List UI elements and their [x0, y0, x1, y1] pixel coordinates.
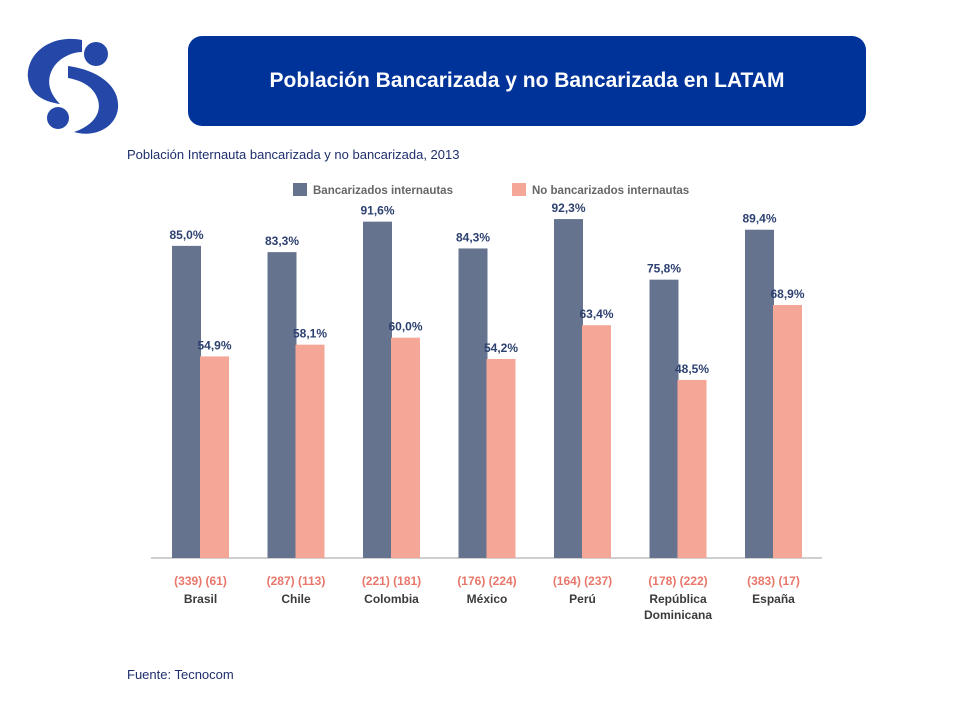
- category-label: Chile: [281, 592, 311, 606]
- bar: [458, 248, 488, 559]
- bar: [582, 325, 611, 558]
- legend-label: Bancarizados internautas: [313, 185, 453, 197]
- bar: [267, 252, 297, 558]
- data-label: 75,8%: [647, 262, 681, 276]
- bar: [172, 245, 201, 558]
- category-label: Brasil: [184, 592, 217, 606]
- stylized-s-logo-icon: [27, 38, 119, 134]
- sample-size-label: (339) (61): [174, 574, 227, 588]
- sample-size-label: (287) (113): [267, 574, 326, 588]
- data-label: 60,0%: [388, 320, 422, 334]
- title-banner: Población Bancarizada y no Bancarizada e…: [188, 36, 866, 126]
- category-label: Perú: [569, 592, 596, 606]
- bar: [200, 356, 229, 558]
- category-label: Colombia: [364, 592, 419, 606]
- legend-label: No bancarizados internautas: [532, 185, 689, 197]
- legend-swatch: [512, 183, 526, 196]
- category-label: República: [649, 592, 707, 606]
- data-label: 68,9%: [770, 287, 804, 301]
- bar: [773, 304, 802, 558]
- bar: [554, 219, 583, 558]
- data-label: 91,6%: [360, 204, 394, 218]
- data-label: 89,4%: [742, 212, 776, 226]
- data-label: 63,4%: [579, 307, 613, 321]
- sample-size-label: (383) (17): [747, 574, 800, 588]
- category-label: México: [467, 592, 508, 606]
- data-label: 54,9%: [197, 338, 231, 352]
- data-label: 92,3%: [551, 201, 585, 215]
- source-note: Fuente: Tecnocom: [127, 667, 234, 682]
- bar: [677, 379, 707, 558]
- bar: [363, 221, 392, 558]
- category-label: Dominicana: [644, 608, 712, 622]
- bar: [486, 358, 516, 558]
- data-label: 54,2%: [484, 341, 518, 355]
- data-label: 85,0%: [169, 228, 203, 242]
- data-label: 84,3%: [456, 230, 490, 244]
- legend-swatch: [293, 183, 307, 196]
- bar: [745, 229, 774, 558]
- sample-size-label: (176) (224): [457, 574, 516, 588]
- page-title: Población Bancarizada y no Bancarizada e…: [269, 69, 785, 92]
- sample-size-label: (221) (181): [362, 574, 421, 588]
- bar: [649, 279, 679, 558]
- bar: [391, 337, 420, 558]
- category-label: España: [752, 592, 795, 606]
- data-label: 83,3%: [265, 234, 299, 248]
- data-label: 48,5%: [675, 362, 709, 376]
- bar: [295, 344, 325, 558]
- sample-size-label: (164) (237): [553, 574, 612, 588]
- sample-size-label: (178) (222): [648, 574, 707, 588]
- chart-subtitle: Población Internauta bancarizada y no ba…: [127, 147, 460, 162]
- data-label: 58,1%: [293, 327, 327, 341]
